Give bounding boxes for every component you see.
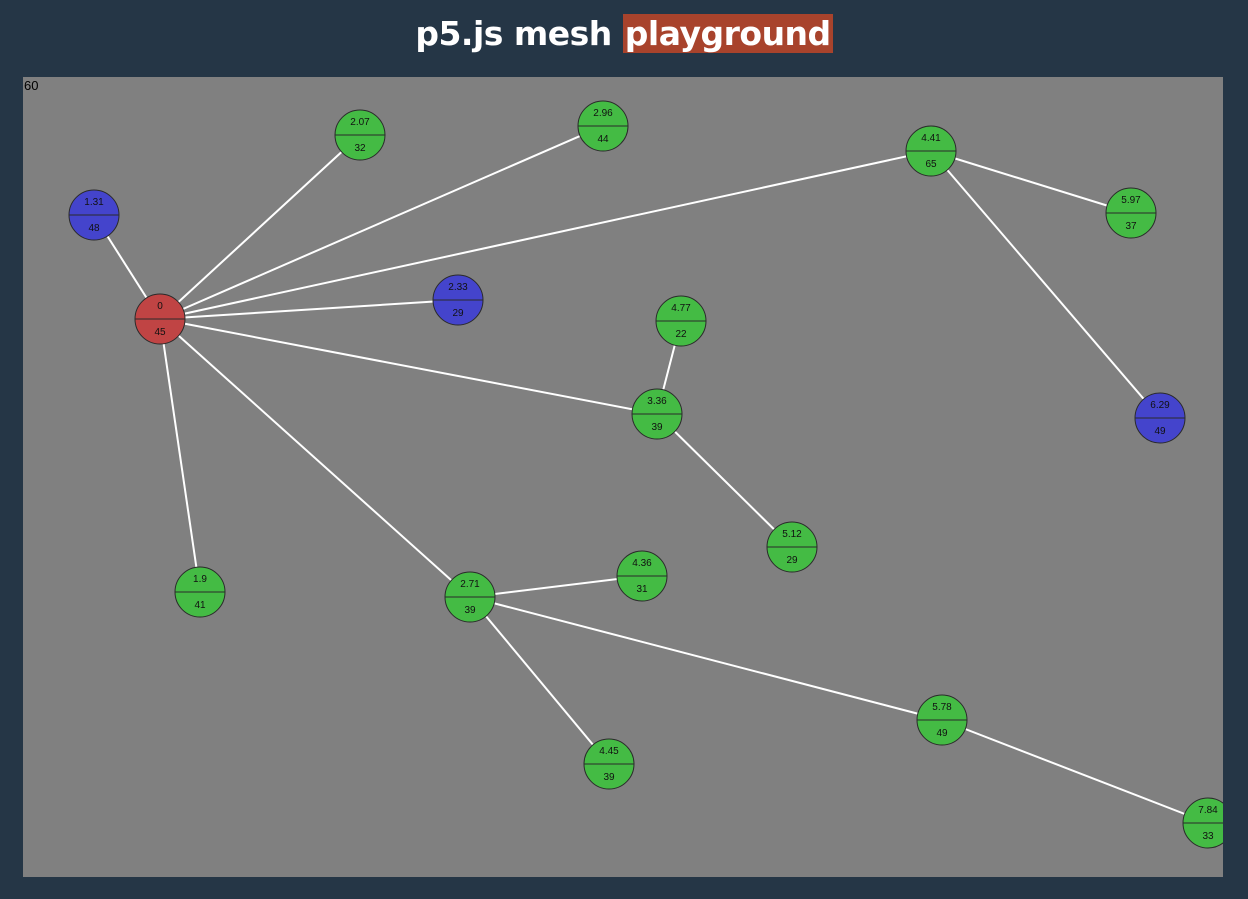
node-bottom-label: 44: [597, 134, 609, 145]
mesh-node[interactable]: 2.96 44: [577, 100, 629, 152]
mesh-node[interactable]: 0 45: [134, 293, 186, 345]
mesh-node[interactable]: 4.41 65: [905, 125, 957, 177]
node-bottom-label: 45: [154, 327, 166, 338]
node-bottom-label: 32: [354, 143, 366, 154]
title-highlight: playground: [622, 14, 833, 53]
node-top-label: 5.97: [1121, 195, 1141, 206]
mesh-node[interactable]: 6.29 49: [1134, 392, 1186, 444]
node-bottom-label: 39: [464, 605, 476, 616]
mesh-node[interactable]: 3.36 39: [631, 388, 683, 440]
edge-n15-n16: [941, 719, 1209, 824]
node-bottom-label: 49: [1154, 426, 1166, 437]
node-top-label: 3.36: [647, 396, 667, 407]
page-title: p5.js mesh playground: [0, 14, 1248, 53]
mesh-node[interactable]: 2.33 29: [432, 274, 484, 326]
node-bottom-label: 65: [925, 159, 937, 170]
edge-n13-n14: [469, 596, 610, 765]
node-bottom-label: 41: [194, 600, 206, 611]
edge-n0-n11: [159, 318, 201, 593]
edge-n0-n2: [159, 134, 361, 320]
edge-n0-n6: [159, 299, 459, 320]
edge-n13-n15: [469, 596, 943, 721]
node-bottom-label: 33: [1202, 831, 1214, 842]
node-top-label: 6.29: [1150, 400, 1170, 411]
mesh-node[interactable]: 5.12 29: [766, 521, 818, 573]
node-bottom-label: 48: [88, 223, 100, 234]
edge-layer: [93, 125, 1209, 824]
title-prefix: p5.js mesh: [415, 14, 612, 53]
node-top-label: 1.31: [84, 197, 104, 208]
fps-counter: 60: [24, 78, 39, 93]
edge-n13-n12: [469, 575, 643, 598]
edge-n4-n9: [930, 150, 1161, 419]
mesh-node[interactable]: 4.36 31: [616, 550, 668, 602]
node-bottom-label: 31: [636, 584, 648, 595]
edge-n0-n3: [159, 125, 604, 320]
node-top-label: 4.41: [921, 133, 941, 144]
mesh-node[interactable]: 5.78 49: [916, 694, 968, 746]
node-top-label: 4.45: [599, 746, 619, 757]
node-top-label: 4.36: [632, 558, 652, 569]
mesh-node[interactable]: 5.97 37: [1105, 187, 1157, 239]
node-bottom-label: 39: [651, 422, 663, 433]
edge-n0-n8: [159, 318, 658, 415]
mesh-svg: 0 45 1.31 48 2.07 32 2.96 44 4.41 65 5.97 37 2.33 29 4…: [68, 100, 1223, 849]
node-bottom-label: 29: [452, 308, 464, 319]
node-bottom-label: 49: [936, 728, 948, 739]
edge-n0-n13: [159, 318, 471, 598]
node-top-label: 2.07: [350, 117, 370, 128]
mesh-node[interactable]: 7.84 33: [1182, 797, 1223, 849]
edge-n0-n4: [159, 150, 932, 320]
node-top-label: 1.9: [193, 574, 207, 585]
node-layer: 0 45 1.31 48 2.07 32 2.96 44 4.41 65 5.97 37 2.33 29 4…: [68, 100, 1223, 849]
mesh-node[interactable]: 4.45 39: [583, 738, 635, 790]
node-top-label: 2.96: [593, 108, 613, 119]
node-bottom-label: 39: [603, 772, 615, 783]
mesh-canvas[interactable]: 0 45 1.31 48 2.07 32 2.96 44 4.41 65 5.97 37 2.33 29 4…: [23, 77, 1223, 877]
node-top-label: 5.78: [932, 702, 952, 713]
node-bottom-label: 22: [675, 329, 687, 340]
edge-n4-n5: [930, 150, 1132, 214]
mesh-node[interactable]: 2.07 32: [334, 109, 386, 161]
node-top-label: 5.12: [782, 529, 802, 540]
node-top-label: 7.84: [1198, 805, 1218, 816]
mesh-node[interactable]: 1.31 48: [68, 189, 120, 241]
mesh-node[interactable]: 4.77 22: [655, 295, 707, 347]
node-top-label: 0: [157, 301, 163, 312]
mesh-node[interactable]: 2.71 39: [444, 571, 496, 623]
edge-n8-n10: [656, 413, 793, 548]
node-top-label: 2.71: [460, 579, 480, 590]
node-bottom-label: 37: [1125, 221, 1137, 232]
node-top-label: 2.33: [448, 282, 468, 293]
mesh-node[interactable]: 1.9 41: [174, 566, 226, 618]
node-top-label: 4.77: [671, 303, 691, 314]
node-bottom-label: 29: [786, 555, 798, 566]
